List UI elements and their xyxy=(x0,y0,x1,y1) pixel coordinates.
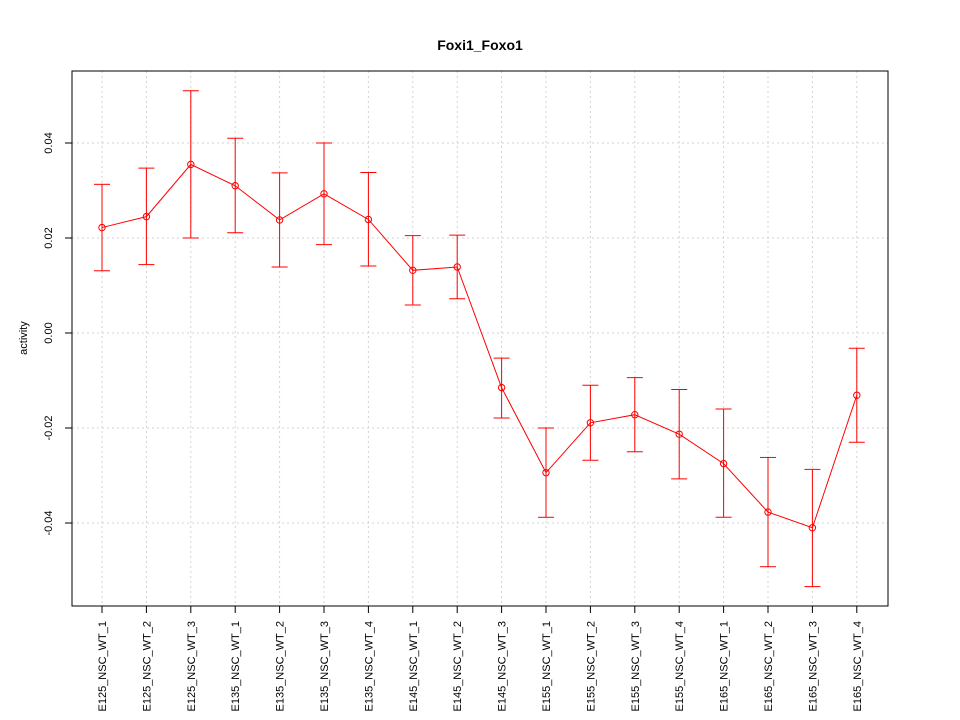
data-point xyxy=(586,419,595,427)
data-point xyxy=(187,160,195,169)
data-point xyxy=(808,524,817,532)
x-tick-label: E165_NSC_WT_3 xyxy=(807,621,819,712)
series-line xyxy=(101,163,858,529)
x-tick-label: E145_NSC_WT_2 xyxy=(452,621,464,712)
x-tick-label: E155_NSC_WT_4 xyxy=(674,621,686,712)
data-point xyxy=(231,182,239,190)
x-tick-label: E125_NSC_WT_3 xyxy=(186,621,198,712)
data-point xyxy=(853,391,861,399)
plot-frame xyxy=(71,70,889,607)
grid-layer xyxy=(72,71,888,606)
y-tick-label: 0.02 xyxy=(43,227,55,248)
data-point xyxy=(320,190,328,198)
y-tick-label: 0.04 xyxy=(43,132,55,153)
y-tick-label: 0.00 xyxy=(43,322,55,343)
x-tick-label: E125_NSC_WT_1 xyxy=(97,621,109,712)
data-point xyxy=(764,508,772,516)
x-tick-label: E155_NSC_WT_3 xyxy=(630,621,642,712)
data-point xyxy=(275,216,284,224)
axis-layer: E125_NSC_WT_1 E125_NSC_WT_2 E125_NSC_WT_3 E… xyxy=(43,132,864,711)
data-point xyxy=(142,212,151,221)
x-tick-label: E165_NSC_WT_2 xyxy=(763,621,775,712)
data-point xyxy=(453,263,461,271)
y-axis-label: activity xyxy=(18,321,30,355)
y-tick-label: -0.04 xyxy=(43,510,55,535)
x-tick-label: E135_NSC_WT_3 xyxy=(319,621,331,712)
x-tick-label: E125_NSC_WT_2 xyxy=(141,621,153,712)
data-point xyxy=(542,468,550,477)
data-point xyxy=(719,459,728,468)
y-tick-label: -0.02 xyxy=(43,415,55,440)
x-tick-label: E145_NSC_WT_1 xyxy=(408,621,420,712)
x-tick-label: E135_NSC_WT_4 xyxy=(363,621,375,712)
x-tick-label: E165_NSC_WT_1 xyxy=(719,621,731,712)
x-tick-label: E155_NSC_WT_2 xyxy=(585,621,597,712)
data-point xyxy=(631,411,639,419)
x-tick-label: E135_NSC_WT_2 xyxy=(275,621,287,712)
x-tick-label: E155_NSC_WT_1 xyxy=(541,621,553,712)
chart-title: Foxi1_Foxo1 xyxy=(437,37,523,53)
data-point xyxy=(497,383,506,392)
data-point xyxy=(98,223,106,232)
x-tick-label: E135_NSC_WT_1 xyxy=(230,621,242,712)
x-tick-label: E165_NSC_WT_4 xyxy=(852,621,864,712)
data-point xyxy=(409,266,417,274)
data-point xyxy=(675,430,683,438)
series-layer xyxy=(94,90,865,588)
data-point xyxy=(364,215,373,224)
x-tick-label: E145_NSC_WT_3 xyxy=(497,621,509,712)
